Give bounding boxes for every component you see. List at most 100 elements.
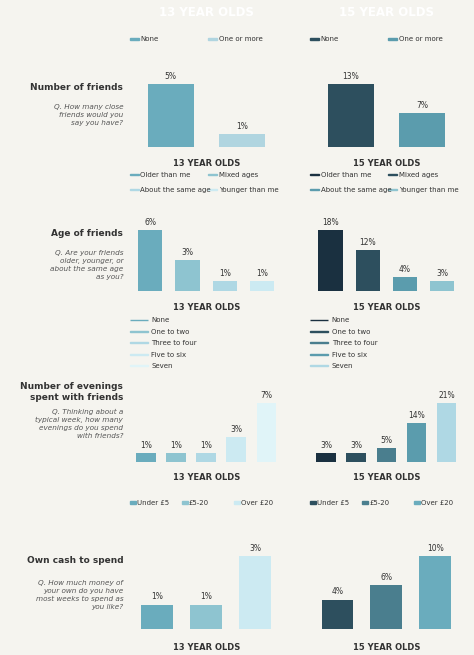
Bar — [136, 453, 156, 462]
Text: 3%: 3% — [182, 248, 193, 257]
Bar — [328, 84, 374, 147]
Bar — [407, 422, 426, 462]
Text: Five to six: Five to six — [332, 352, 367, 358]
Bar — [310, 501, 316, 504]
Bar — [346, 453, 366, 462]
Bar — [138, 230, 163, 291]
Text: Older than me: Older than me — [320, 172, 371, 178]
Text: Q. Thinking about a
typical week, how many
evenings do you spend
with friends?: Q. Thinking about a typical week, how ma… — [36, 409, 123, 439]
Text: 1%: 1% — [200, 592, 212, 601]
Text: 15 YEAR OLDS: 15 YEAR OLDS — [353, 643, 420, 652]
Text: 1%: 1% — [151, 592, 163, 601]
Text: 21%: 21% — [438, 392, 455, 400]
Text: 13%: 13% — [342, 71, 359, 81]
Text: 3%: 3% — [350, 441, 362, 451]
Text: Younger than me: Younger than me — [219, 187, 278, 193]
Bar — [129, 174, 139, 175]
Bar — [388, 174, 397, 175]
Bar — [213, 280, 237, 291]
Text: About the same age: About the same age — [140, 187, 211, 193]
Text: 15 YEAR OLDS: 15 YEAR OLDS — [353, 159, 420, 168]
Text: Q. How many close
friends would you
say you have?: Q. How many close friends would you say … — [54, 105, 123, 126]
Text: Three to four: Three to four — [152, 340, 197, 346]
Bar — [166, 453, 186, 462]
Text: Mixed ages: Mixed ages — [219, 172, 258, 178]
Text: 1%: 1% — [236, 122, 248, 131]
Bar — [310, 189, 319, 190]
Text: 10%: 10% — [427, 544, 444, 553]
Bar — [234, 501, 240, 504]
Text: 13 YEAR OLDS: 13 YEAR OLDS — [173, 643, 240, 652]
Text: 18%: 18% — [322, 218, 339, 227]
Bar — [393, 277, 417, 291]
Text: One to two: One to two — [152, 329, 190, 335]
Text: 3%: 3% — [249, 544, 261, 553]
Bar — [129, 38, 139, 40]
Bar — [239, 556, 271, 629]
Text: 1%: 1% — [219, 269, 231, 278]
Bar — [141, 605, 173, 629]
Text: 12%: 12% — [359, 238, 376, 247]
Text: 5%: 5% — [380, 436, 392, 445]
Bar — [208, 38, 217, 40]
Text: 13 YEAR OLDS: 13 YEAR OLDS — [173, 473, 240, 482]
Bar — [219, 134, 265, 147]
Bar — [310, 354, 328, 355]
Bar — [310, 331, 328, 332]
Text: Number of evenings
spent with friends: Number of evenings spent with friends — [20, 383, 123, 402]
Text: 4%: 4% — [399, 265, 411, 274]
Text: 6%: 6% — [144, 218, 156, 227]
Bar — [250, 280, 274, 291]
Bar — [388, 189, 397, 190]
Text: None: None — [332, 317, 350, 323]
Bar — [310, 38, 319, 40]
Text: Number of friends: Number of friends — [30, 83, 123, 92]
Bar — [376, 448, 396, 462]
Text: Five to six: Five to six — [152, 352, 187, 358]
Text: One or more: One or more — [219, 36, 263, 42]
Text: 1%: 1% — [140, 441, 152, 451]
Text: Seven: Seven — [152, 363, 173, 369]
Bar — [356, 250, 380, 291]
Text: 13 YEAR OLDS: 13 YEAR OLDS — [173, 303, 240, 312]
Text: None: None — [152, 317, 170, 323]
Text: 7%: 7% — [260, 392, 273, 400]
Text: Under £5: Under £5 — [317, 500, 349, 506]
Bar — [208, 174, 217, 175]
Bar — [414, 501, 420, 504]
Text: 1%: 1% — [200, 441, 212, 451]
Bar — [129, 189, 139, 190]
Bar — [256, 403, 276, 462]
Text: Q. Are your friends
older, younger, or
about the same age
as you?: Q. Are your friends older, younger, or a… — [50, 250, 123, 280]
Bar — [175, 261, 200, 291]
Text: 1%: 1% — [256, 269, 268, 278]
Text: One to two: One to two — [332, 329, 370, 335]
Bar — [147, 84, 194, 147]
Text: None: None — [320, 36, 339, 42]
Bar — [319, 230, 343, 291]
Text: £5-20: £5-20 — [369, 500, 389, 506]
Text: 13 YEAR OLDS: 13 YEAR OLDS — [173, 159, 240, 168]
Bar — [388, 38, 397, 40]
Text: 3%: 3% — [230, 425, 242, 434]
Text: 5%: 5% — [164, 71, 177, 81]
Bar — [310, 365, 328, 366]
Text: Age of friends: Age of friends — [51, 229, 123, 238]
Bar — [190, 605, 222, 629]
Text: Under £5: Under £5 — [137, 500, 169, 506]
Bar — [208, 189, 217, 190]
Bar — [182, 501, 188, 504]
Text: 14%: 14% — [408, 411, 425, 420]
Text: Seven: Seven — [332, 363, 353, 369]
Bar — [362, 501, 368, 504]
Text: £5-20: £5-20 — [189, 500, 209, 506]
Bar — [316, 453, 336, 462]
Text: 15 YEAR OLDS: 15 YEAR OLDS — [353, 303, 420, 312]
Bar — [129, 331, 148, 332]
Text: Over £20: Over £20 — [241, 500, 273, 506]
Text: 1%: 1% — [170, 441, 182, 451]
Bar — [321, 600, 353, 629]
Text: 3%: 3% — [436, 269, 448, 278]
Text: 3%: 3% — [320, 441, 332, 451]
Bar — [419, 556, 451, 629]
